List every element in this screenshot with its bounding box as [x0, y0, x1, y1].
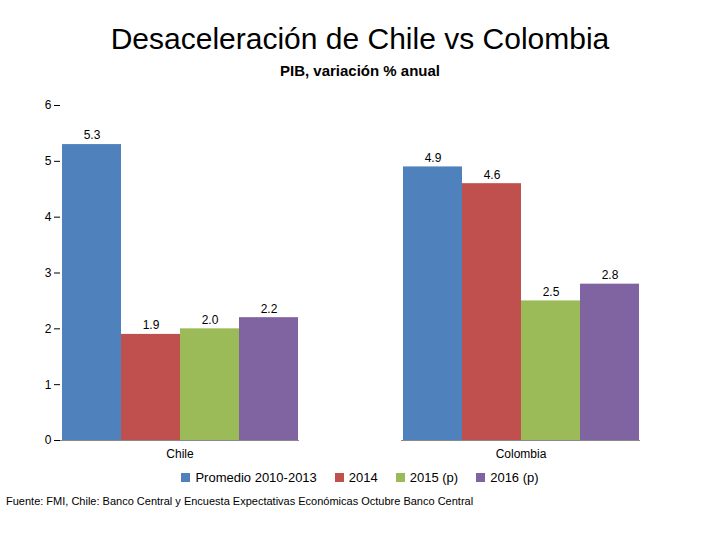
svg-text:2.2: 2.2	[261, 302, 278, 316]
svg-text:1: 1	[45, 378, 52, 392]
svg-text:3: 3	[45, 266, 52, 280]
html-text:2014: 2014	[348, 470, 378, 485]
svg-text:0: 0	[45, 433, 52, 447]
svg-text:Colombia: Colombia	[496, 447, 547, 461]
html-text:Desaceleración de Chile vs Col: Desaceleración de Chile vs Colombia	[110, 22, 610, 55]
svg-text:4: 4	[45, 210, 52, 224]
svg-text:2.8: 2.8	[602, 268, 619, 282]
svg-text:2.5: 2.5	[543, 285, 560, 299]
html-text:2015 (p): 2015 (p)	[409, 470, 459, 485]
html-text:Promedio 2010-2013: Promedio 2010-2013	[195, 470, 317, 485]
svg-text:1.9: 1.9	[143, 318, 160, 332]
svg-text:5.3: 5.3	[84, 128, 101, 142]
svg-text:6: 6	[45, 98, 52, 112]
svg-text:2: 2	[45, 322, 52, 336]
svg-text:2.0: 2.0	[202, 313, 219, 327]
html-text:2016 (p): 2016 (p)	[490, 470, 539, 485]
html-text:Fuente: FMI, Chile: Banco Cent: Fuente: FMI, Chile: Banco Central y Encu…	[6, 495, 474, 507]
svg-text:Chile: Chile	[166, 447, 194, 461]
svg-text:5: 5	[45, 154, 52, 168]
html-text:PIB, variación % anual: PIB, variación % anual	[280, 62, 440, 79]
svg-text:4.6: 4.6	[484, 168, 501, 182]
svg-text:4.9: 4.9	[425, 151, 442, 165]
